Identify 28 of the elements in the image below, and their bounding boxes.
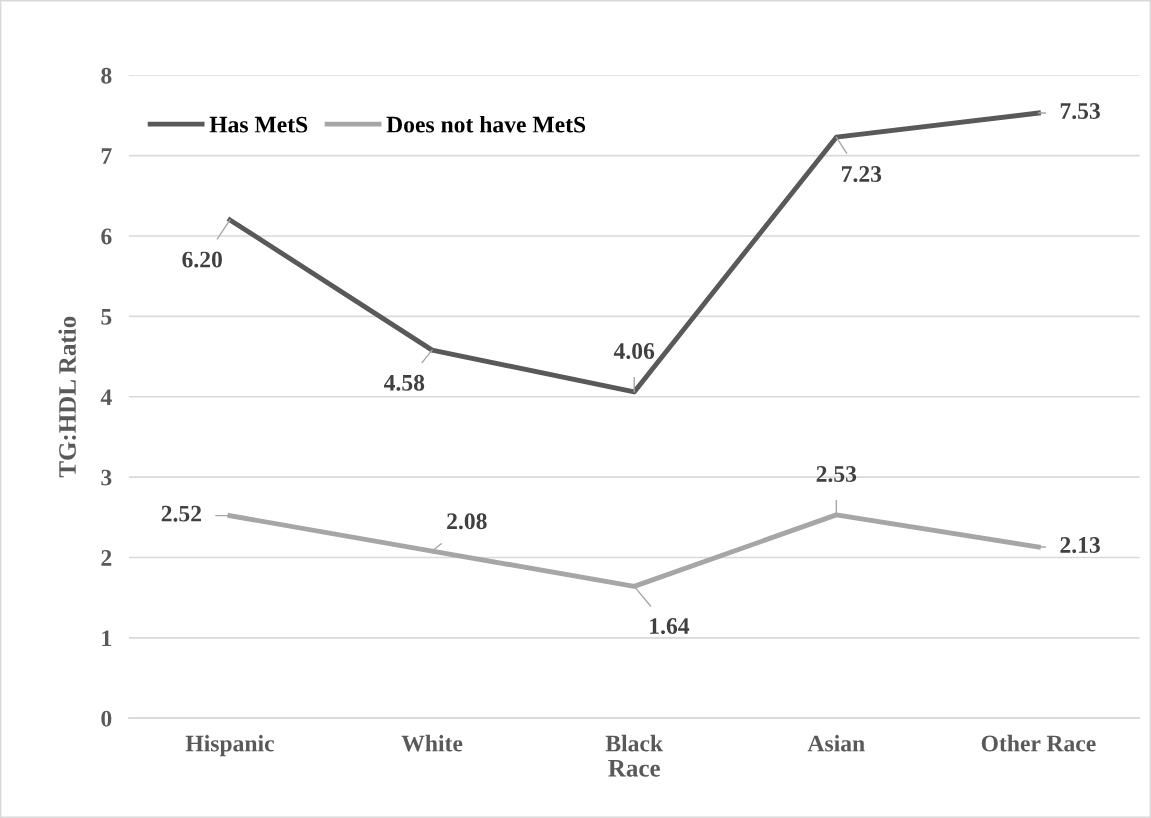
data-label: 1.64 (650, 618, 690, 635)
data-label: 7.53 (1060, 103, 1100, 120)
y-tick-label: 0 (101, 710, 112, 727)
data-label: 2.08 (447, 513, 487, 530)
x-tick-label: Other Race (981, 734, 1096, 752)
data-label: 4.06 (613, 343, 655, 360)
x-tick-label: Hispanic (185, 734, 274, 757)
legend-label: Has MetS (209, 116, 308, 133)
data-label: 2.53 (816, 466, 857, 482)
data-label: 7.23 (842, 166, 882, 183)
data-label: 4.58 (383, 374, 425, 391)
y-tick-label: 8 (101, 67, 112, 84)
legend-label: Does not have MetS (386, 115, 586, 133)
x-tick-label: White (401, 734, 463, 752)
x-tick-label: Black (605, 734, 664, 752)
data-label: 2.52 (161, 505, 201, 522)
y-axis-title: TG:HDL Ratio (58, 316, 77, 478)
data-label: 6.20 (182, 251, 222, 268)
y-tick-label: 3 (101, 469, 112, 486)
y-tick-label: 7 (101, 148, 112, 164)
x-axis-title: Race (608, 760, 660, 777)
y-tick-label: 4 (100, 389, 112, 405)
x-tick-label: Asian (807, 734, 865, 752)
y-tick-label: 6 (101, 228, 112, 245)
y-tick-label: 1 (102, 630, 112, 647)
y-tick-label: 5 (101, 309, 112, 325)
data-label: 2.13 (1060, 537, 1100, 554)
y-tick-label: 2 (101, 550, 112, 566)
